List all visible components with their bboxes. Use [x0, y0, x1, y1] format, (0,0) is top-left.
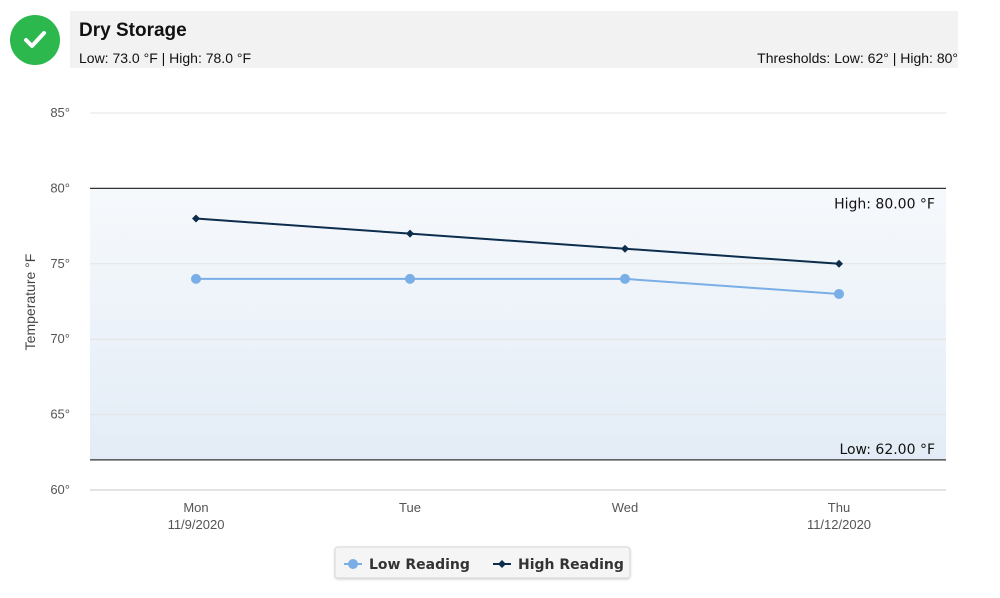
series-line [195, 217, 840, 265]
legend-label: Low Reading [369, 557, 470, 573]
series-point [834, 288, 844, 299]
page-title: Dry Storage [79, 20, 187, 41]
series-point [498, 560, 506, 568]
x-tick-sublabel: 11/12/2020 [807, 517, 871, 532]
temperature-chart: 60° 65° 70° 75° 80° 85° High: 80.00 °F Low: 62.… [22, 105, 946, 579]
series-point [620, 273, 630, 284]
y-tick-label: 65° [50, 407, 70, 422]
y-axis-title: Temperature °F [22, 254, 38, 351]
status-badge [10, 15, 60, 65]
y-tick-label: 80° [50, 180, 70, 195]
chart-container: 60° 65° 70° 75° 80° 85° High: 80.00 °F Low: 62.… [0, 75, 1000, 598]
y-tick-label: 85° [50, 105, 70, 120]
y-tick-label: 75° [50, 256, 70, 271]
legend-box [334, 546, 631, 579]
x-tick-label: Tue [399, 500, 421, 515]
series-line [196, 277, 840, 295]
threshold-summary: Thresholds: Low: 62° | High: 80° [757, 50, 958, 66]
chart-header: Dry Storage Low: 73.0 °F | High: 78.0 °F… [70, 11, 958, 68]
series-point [406, 229, 414, 238]
threshold-band [90, 188, 946, 460]
y-tick-label: 70° [50, 331, 70, 346]
x-tick-sublabel: 11/9/2020 [168, 517, 225, 532]
series-point [835, 259, 843, 268]
threshold-label: Low: 62.00 °F [839, 442, 935, 458]
series-point [192, 214, 200, 223]
series-point [348, 559, 358, 569]
check-icon [24, 31, 46, 48]
x-tick-label: Mon [183, 500, 208, 515]
series-point [405, 273, 415, 284]
series-point [621, 244, 629, 253]
x-tick-label: Thu [828, 500, 850, 515]
threshold-label: High: 80.00 °F [834, 196, 935, 212]
legend-label: High Reading [518, 557, 624, 573]
x-tick-label: Wed [612, 500, 639, 515]
reading-summary: Low: 73.0 °F | High: 78.0 °F [79, 50, 252, 66]
series-point [191, 273, 201, 284]
y-tick-label: 60° [50, 482, 70, 497]
